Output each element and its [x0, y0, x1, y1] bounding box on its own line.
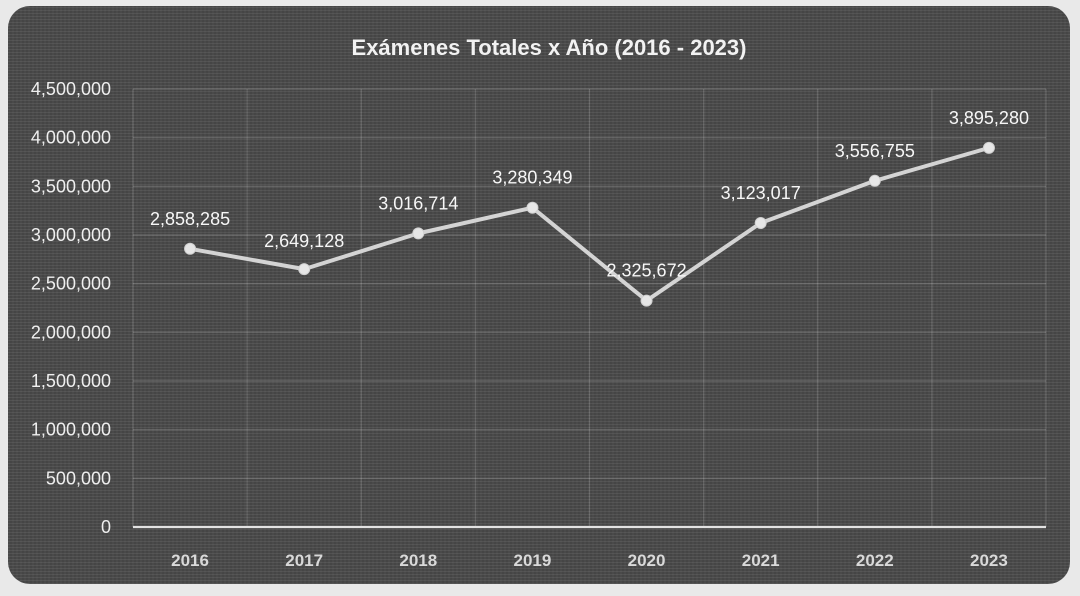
x-axis-tick-label: 2022 — [856, 551, 894, 570]
x-axis-tick-label: 2023 — [970, 551, 1008, 570]
data-point — [299, 264, 310, 275]
data-point — [869, 175, 880, 186]
data-label: 2,858,285 — [150, 209, 230, 229]
y-axis-tick-label: 4,000,000 — [31, 128, 111, 148]
x-axis-tick-label: 2020 — [628, 551, 666, 570]
data-point — [641, 295, 652, 306]
data-point — [527, 202, 538, 213]
x-axis-tick-label: 2017 — [285, 551, 323, 570]
data-label: 2,649,128 — [264, 231, 344, 251]
y-axis-tick-label: 2,500,000 — [31, 274, 111, 294]
data-label: 3,123,017 — [721, 183, 801, 203]
data-label: 2,325,672 — [607, 261, 687, 281]
x-axis-tick-label: 2021 — [742, 551, 780, 570]
data-label: 3,556,755 — [835, 141, 915, 161]
x-axis-tick-label: 2018 — [399, 551, 437, 570]
y-axis-tick-label: 1,000,000 — [31, 420, 111, 440]
data-label: 3,895,280 — [949, 108, 1029, 128]
y-axis-tick-label: 500,000 — [46, 468, 111, 488]
data-point — [413, 228, 424, 239]
y-axis-tick-label: 1,500,000 — [31, 371, 111, 391]
y-axis-tick-label: 3,500,000 — [31, 176, 111, 196]
y-axis-tick-label: 4,500,000 — [31, 79, 111, 99]
data-point — [983, 142, 994, 153]
data-point — [185, 243, 196, 254]
y-axis-tick-label: 3,000,000 — [31, 225, 111, 245]
y-axis-tick-label: 0 — [101, 517, 111, 537]
x-axis-tick-label: 2019 — [514, 551, 552, 570]
data-point — [755, 218, 766, 229]
data-label: 3,280,349 — [492, 168, 572, 188]
chart-title: Exámenes Totales x Año (2016 - 2023) — [352, 35, 747, 60]
x-axis-tick-label: 2016 — [171, 551, 209, 570]
data-label: 3,016,714 — [378, 193, 458, 213]
y-axis-tick-label: 2,000,000 — [31, 322, 111, 342]
